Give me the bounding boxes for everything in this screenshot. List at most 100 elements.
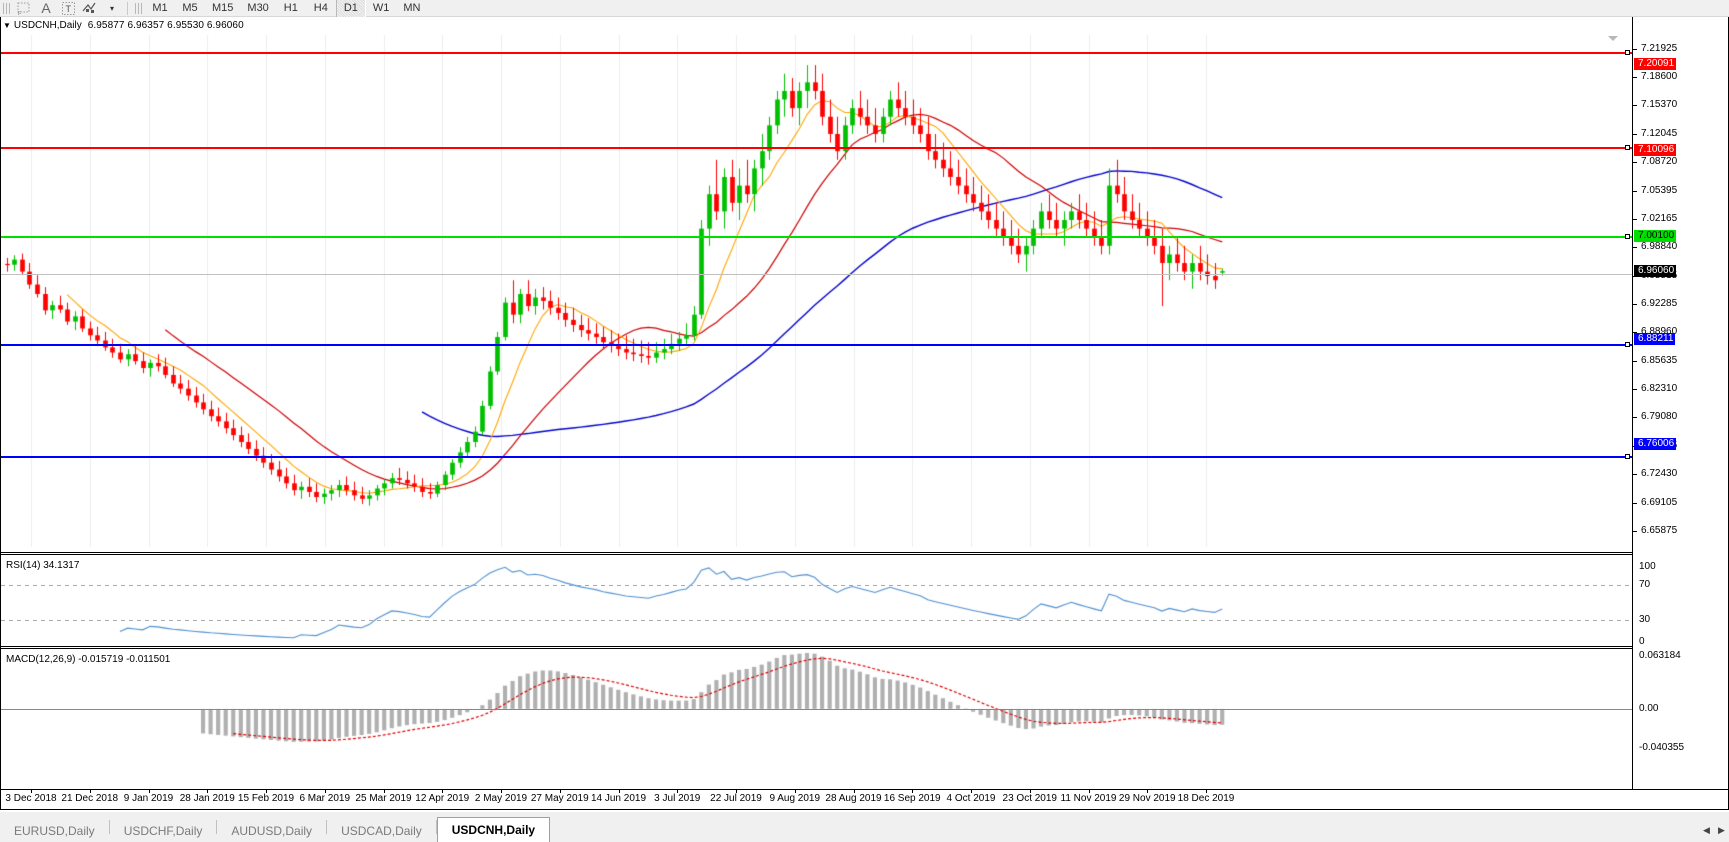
date-label-17: 23 Oct 2019 — [1002, 793, 1057, 804]
date-tick — [1206, 790, 1207, 793]
date-tick — [912, 790, 914, 793]
price-tick-679080: 6.79080 — [1633, 412, 1677, 422]
date-tick — [677, 790, 679, 793]
timeframe-mn[interactable]: MN — [403, 2, 421, 14]
chart-tab-bar: EURUSD,Daily USDCHF,Daily AUDUSD,Daily USDC… — [0, 811, 1729, 842]
macd-panel-top-border — [1, 648, 1632, 649]
date-label-1: 21 Dec 2018 — [61, 793, 119, 804]
price-flag-696060[interactable]: 6.96060 — [1634, 265, 1677, 278]
timeframe-m5[interactable]: M5 — [182, 2, 198, 14]
symbol-label: USDCNH,Daily — [13, 19, 82, 31]
tab-separator — [435, 819, 437, 834]
price-tick-698840: 6.98840 — [1633, 242, 1677, 252]
chart-tab-usdcnh[interactable]: USDCNH,Daily — [436, 817, 551, 842]
date-label-14: 28 Aug 2019 — [825, 793, 882, 804]
support-line-676006[interactable] — [1, 454, 1632, 459]
price-rsi-divider — [1, 552, 1632, 553]
timeframe-grip[interactable] — [135, 1, 142, 15]
timeframe-w1[interactable]: W1 — [372, 2, 390, 14]
date-label-3: 28 Jan 2019 — [179, 793, 235, 804]
date-label-16: 4 Oct 2019 — [946, 793, 996, 804]
timeframe-h4[interactable]: H4 — [313, 2, 328, 14]
macd-zero-line — [1, 709, 1632, 710]
timeframe-m15[interactable]: M15 — [212, 2, 234, 14]
date-tick — [1088, 790, 1090, 793]
tab-scroll-prev-icon[interactable]: ◀ — [1703, 825, 1710, 835]
date-tick — [324, 790, 326, 793]
price-tick-712045: 7.12045 — [1633, 128, 1677, 139]
price-tick-715370: 7.15370 — [1633, 99, 1677, 110]
chart-canvas[interactable] — [1, 17, 1632, 788]
date-label-5: 6 Mar 2019 — [299, 793, 351, 804]
date-tick — [971, 790, 972, 793]
price-tick-708720: 7.08720 — [1633, 157, 1677, 167]
chart-plot-area[interactable]: ▼ USDCNH,Daily 6.95877 6.96357 6.95530 6… — [1, 17, 1632, 789]
timeframe-h1[interactable]: H1 — [283, 2, 298, 14]
label-tool-icon[interactable]: T — [57, 0, 79, 16]
price-flag-676006[interactable]: 6.76006 — [1634, 437, 1677, 450]
resistance-line-710096[interactable] — [1, 145, 1632, 150]
price-tick-672430: 6.72430 — [1633, 469, 1677, 479]
timeframe-m30[interactable]: M30 — [247, 2, 269, 14]
timeframe-d1[interactable]: D1 — [335, 0, 366, 17]
chart-tab-usdcad[interactable]: USDCAD,Daily — [341, 823, 422, 838]
date-tick — [31, 790, 32, 793]
date-label-2: 9 Jan 2019 — [123, 793, 174, 804]
price-tick-718600: 7.18600 — [1633, 72, 1677, 82]
text-tool-icon[interactable]: A — [41, 0, 51, 16]
tab-scroll-next-icon[interactable]: ▶ — [1718, 825, 1725, 835]
price-flag-710096[interactable]: 7.10096 — [1634, 144, 1677, 157]
date-tick — [442, 790, 444, 793]
date-label-12: 22 Jul 2019 — [710, 793, 762, 804]
date-tick — [1029, 790, 1031, 793]
price-tick-705395: 7.05395 — [1633, 185, 1677, 196]
date-tick — [266, 790, 267, 793]
rsi-level-70 — [1, 585, 1632, 586]
macd-axis-0: 0.063184 — [1639, 650, 1681, 661]
date-tick — [89, 790, 91, 793]
date-tick — [618, 790, 620, 793]
pivot-line-700100[interactable] — [1, 234, 1632, 239]
price-flag-688211[interactable]: 6.88211 — [1634, 332, 1676, 345]
date-tick — [794, 790, 796, 793]
price-flag-700100[interactable]: 7.00100 — [1634, 230, 1677, 243]
date-label-15: 16 Sep 2019 — [883, 793, 941, 804]
rsi-axis-30: 30 — [1639, 614, 1651, 625]
support-line-688211[interactable] — [1, 342, 1632, 347]
price-tick-692285: 6.92285 — [1633, 298, 1677, 309]
date-label-13: 9 Aug 2019 — [769, 793, 821, 804]
date-label-9: 27 May 2019 — [530, 793, 589, 804]
macd-axis-1: 0.00 — [1639, 703, 1659, 714]
chart-frame: ▼ USDCNH,Daily 6.95877 6.96357 6.95530 6… — [0, 17, 1729, 790]
price-tick-702165: 7.02165 — [1633, 213, 1677, 224]
shapes-dropdown-caret-icon[interactable]: ▾ — [109, 3, 114, 13]
chart-tab-audusd[interactable]: AUDUSD,Daily — [231, 823, 313, 838]
price-axis[interactable]: 7.21925 7.18600 7.15370 7.12045 7.08720 7.053… — [1632, 17, 1728, 789]
symbol-ohlc-quotes: 6.95877 6.96357 6.95530 6.96060 — [87, 19, 244, 31]
date-axis[interactable]: 3 Dec 2018 21 Dec 2018 9 Jan 2019 28 Jan 20… — [0, 790, 1729, 810]
date-tick — [1147, 790, 1149, 793]
tab-separator — [326, 819, 328, 834]
date-label-18: 11 Nov 2019 — [1060, 793, 1117, 804]
price-flag-720091[interactable]: 7.20091 — [1634, 58, 1677, 71]
main-toolbar: F A T ▾ M1 M5 M15 M30 H1 H4 D1 W1 MN — [0, 0, 1729, 17]
macd-panel-title: MACD(12,26,9) -0.015719 -0.011501 — [4, 654, 173, 665]
price-tick-665875: 6.65875 — [1633, 525, 1677, 536]
toolbar-grip[interactable] — [3, 1, 10, 15]
rsi-macd-divider — [1, 646, 1632, 647]
chart-menu-caret-icon[interactable]: ▼ — [3, 20, 11, 30]
chart-tab-usdchf[interactable]: USDCHF,Daily — [123, 823, 203, 838]
resistance-line-720091[interactable] — [1, 50, 1632, 55]
timeframe-m1[interactable]: M1 — [152, 2, 168, 14]
timeframe-group: M1 M5 M15 M30 H1 H4 D1 W1 MN — [145, 0, 427, 17]
chart-tab-eurusd[interactable]: EURUSD,Daily — [14, 823, 95, 838]
toolbar-separator — [127, 1, 128, 15]
chart-tab-list: EURUSD,Daily USDCHF,Daily AUDUSD,Daily USDC… — [0, 811, 551, 842]
symbol-quote-bar: ▼ USDCNH,Daily 6.95877 6.96357 6.95530 6… — [3, 19, 244, 31]
shapes-tool-icon[interactable] — [79, 0, 101, 16]
date-label-20: 18 Dec 2019 — [1177, 793, 1235, 804]
price-tick-721925: 7.21925 — [1633, 43, 1677, 54]
date-label-11: 3 Jul 2019 — [654, 793, 701, 804]
crosshair-icon[interactable]: F — [13, 0, 35, 16]
date-label-19: 29 Nov 2019 — [1118, 793, 1176, 804]
